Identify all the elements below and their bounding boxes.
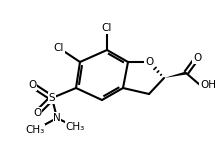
Text: CH₃: CH₃: [25, 125, 45, 135]
Text: Cl: Cl: [54, 43, 64, 53]
Text: Cl: Cl: [102, 23, 112, 33]
Text: S: S: [49, 93, 55, 103]
Text: O: O: [145, 57, 153, 67]
Text: O: O: [193, 53, 201, 63]
Text: N: N: [53, 113, 61, 123]
Text: O: O: [33, 108, 41, 118]
Polygon shape: [164, 72, 186, 78]
Text: O: O: [28, 80, 36, 90]
Text: CH₃: CH₃: [65, 122, 85, 132]
Text: OH: OH: [200, 80, 216, 90]
